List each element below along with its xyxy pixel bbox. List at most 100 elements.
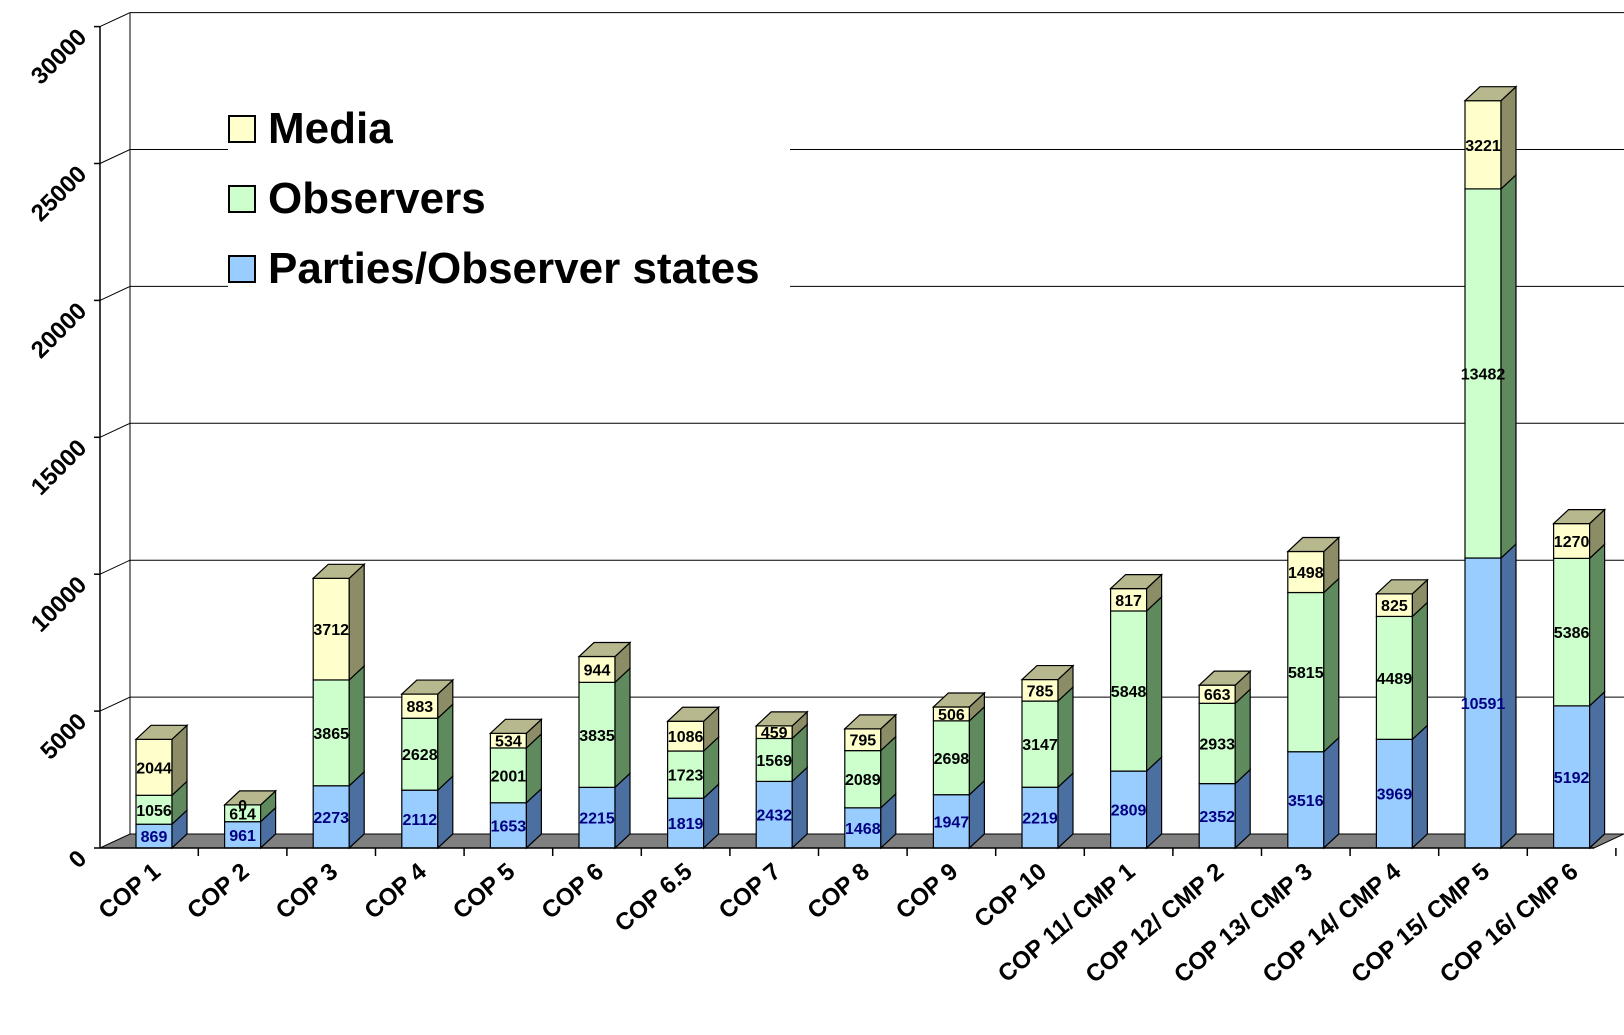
bar-side [1234,687,1251,785]
data-label: 2809 [1111,803,1147,820]
data-label: 2933 [1199,736,1235,753]
data-label: 944 [584,662,611,679]
legend-label-parties: Parties/Observer states [268,244,760,293]
data-label: 506 [938,707,965,724]
y-tick-label: 20000 [26,298,92,364]
bar-segment [844,750,882,809]
bar-segment [755,780,793,849]
bar-side [1588,690,1606,850]
bar-side [1323,577,1340,754]
bar-segment [666,750,705,799]
bar-side [1323,736,1340,850]
bar-side [437,702,454,792]
legend: Media Observers Parties/Observer states [228,86,790,314]
bar-segment [135,794,173,825]
data-label: 3969 [1377,787,1413,804]
data-label: 3865 [313,726,349,743]
bar-side [968,705,986,797]
bar-top [754,711,809,727]
data-label: 817 [1115,593,1142,610]
data-label: 614 [229,806,256,823]
data-label: 5815 [1288,665,1324,682]
data-label: 1723 [668,768,704,785]
data-label: 1056 [136,803,172,820]
legend-label-media: Media [268,104,393,153]
x-tick-label: COP 6 [537,858,609,925]
y-tick-label: 25000 [26,161,92,227]
legend-item-media: Media [228,94,760,164]
gridline-diagonal [99,696,131,712]
gridline-diagonal [99,285,131,301]
bar-side [1411,601,1429,741]
x-tick-label: COP 4 [359,857,432,924]
gridline-diagonal [99,12,131,28]
legend-label-observers: Observers [268,174,486,223]
bar-segment [1198,702,1236,785]
data-label: 3835 [579,728,615,745]
legend-swatch-observers [228,185,256,213]
bar-side [1145,595,1163,773]
data-label: 2044 [136,760,172,777]
bar-segment [312,679,350,787]
x-tick-label: COP 8 [802,858,874,925]
bar-side [1588,542,1606,708]
bar-segment [1552,705,1591,849]
bar-segment [1464,188,1502,559]
bar-segment [1198,783,1236,849]
bar-side [614,666,631,789]
data-label: 1468 [845,821,881,838]
y-tick-label: 15000 [26,434,92,500]
data-label: 1086 [668,729,704,746]
data-label: 0 [238,798,247,815]
bar-segment [312,577,350,681]
x-tick-label: COP 1 [94,858,166,925]
legend-item-parties: Parties/Observer states [228,234,760,304]
legend-swatch-parties [228,255,256,283]
data-label: 4489 [1377,671,1413,688]
bar-top [1197,670,1252,686]
data-label: 1569 [756,753,792,770]
data-label: 2698 [934,751,970,768]
bar-segment [844,807,882,849]
data-label: 883 [406,699,433,716]
x-tick-label: COP 3 [271,858,343,925]
data-label: 795 [849,733,876,750]
gridline-diagonal [99,422,131,438]
data-label: 5386 [1554,625,1590,642]
data-label: 534 [495,734,522,751]
data-label: 2112 [402,812,437,829]
gridline-diagonal [99,559,131,575]
data-label: 2219 [1022,811,1058,828]
y-tick-label: 10000 [26,571,92,637]
data-label: 5848 [1111,684,1147,701]
data-label: 961 [229,828,256,845]
y-tick-label: 5000 [35,708,92,765]
data-label: 2432 [756,808,792,825]
data-label: 2273 [313,810,349,827]
bar-side [1145,755,1163,850]
x-tick-label: COP 2 [182,858,254,925]
bar-top [577,641,632,658]
x-tick-label: COP 9 [891,858,963,925]
bar-top [1463,86,1518,102]
x-tick-label: COP 7 [714,858,786,925]
bar-segment [1021,786,1059,849]
bar-side [1411,723,1429,850]
data-label: 3712 [313,622,349,639]
bar-top [1286,536,1341,553]
bar-segment [1109,610,1148,772]
data-label: 3221 [1465,138,1501,155]
x-tick-label: COP 6.5 [610,858,698,938]
bar-top [843,714,898,730]
data-label: 1947 [934,814,970,831]
data-label: 1270 [1554,534,1590,551]
data-label: 2001 [491,768,527,785]
data-label: 10591 [1461,696,1506,713]
bar-side [1057,685,1074,789]
data-label: 3516 [1288,793,1324,810]
bar-top [400,679,455,695]
bar-segment [932,720,971,796]
data-label: 785 [1027,683,1054,700]
data-label: 2089 [845,772,881,789]
